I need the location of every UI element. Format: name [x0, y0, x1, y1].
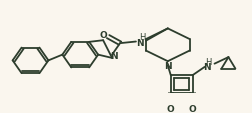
- Text: O: O: [188, 104, 196, 113]
- Text: O: O: [99, 31, 107, 40]
- Text: N: N: [202, 63, 210, 72]
- Text: N: N: [136, 39, 143, 47]
- Text: H: H: [138, 33, 145, 42]
- Text: N: N: [110, 52, 117, 60]
- Text: O: O: [166, 104, 174, 113]
- Text: N: N: [163, 61, 171, 70]
- Text: H: H: [205, 57, 211, 66]
